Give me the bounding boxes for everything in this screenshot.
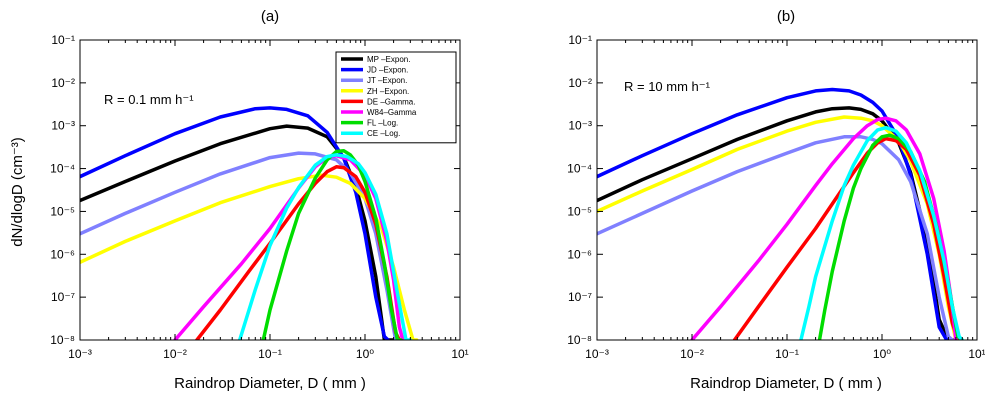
y-tick-label: 10⁻² [51, 76, 75, 90]
x-tick-label: 10⁻³ [68, 347, 92, 361]
x-tick-label: 10⁻¹ [258, 347, 282, 361]
panel-b-ticks: 10⁻³ 10⁻² 10⁻¹ 10⁰ 10¹ 10⁻⁸ 10⁻⁷ 10⁻⁶ 10⁻⁵ 10⁻⁴ 10… [567, 33, 985, 361]
x-tick-label: 10⁻³ [585, 347, 609, 361]
x-tick-label: 10¹ [451, 347, 468, 361]
x-tick-label: 10⁻² [680, 347, 704, 361]
panel-b-title: (b) [777, 8, 795, 25]
panel-a-legend: MP –Expon. JD –Expon.JT –Expon. ZH –Expon.… [335, 51, 457, 144]
panel-a-series-zh-expon [80, 173, 419, 340]
x-tick-label: 10⁻¹ [775, 347, 799, 361]
panel-a-ylabel: dN/dlogD (cm⁻³) [9, 137, 26, 247]
legend-label-mp-expon: MP –Expon. [367, 55, 410, 64]
panel-a-ticks: 10⁻³ 10⁻² 10⁻¹ 10⁰ 10¹ 10⁻⁸ 10⁻⁷ 10⁻⁶ 10⁻⁵ 10⁻⁴ 10… [50, 33, 469, 361]
y-tick-label: 10⁻⁸ [50, 333, 75, 347]
panel-a-title: (a) [261, 8, 279, 25]
y-tick-label: 10⁻² [568, 76, 592, 90]
panel-b-series-ce-log [799, 125, 965, 340]
panel-a-series-ce-log [237, 153, 413, 340]
y-tick-label: 10⁻¹ [51, 33, 75, 47]
panel-b-annotation: R = 10 mm h⁻¹ [624, 79, 711, 94]
x-tick-label: 10¹ [968, 347, 985, 361]
y-tick-label: 10⁻⁷ [51, 290, 75, 304]
panel-a: (a) dN/dlogD (cm⁻³) Raindrop Diameter, D… [9, 8, 469, 392]
panel-b-series-jt-expon [597, 135, 955, 340]
panel-a-xlabel: Raindrop Diameter, D ( mm ) [174, 375, 366, 392]
y-tick-label: 10⁻¹ [568, 33, 592, 47]
x-tick-label: 10⁰ [873, 347, 891, 361]
panel-b-series-de-gamma [732, 136, 960, 340]
legend-label-de-gamma: DE –Gamma. [367, 97, 415, 106]
panel-a-series-fl-log [261, 149, 403, 340]
panel-b-series-w84-gamma [690, 116, 958, 340]
legend-label-jd-expon: JD –Expon. [367, 66, 408, 75]
legend-label-ce-log: CE –Log. [367, 129, 400, 138]
x-tick-label: 10⁻² [163, 347, 187, 361]
y-tick-label: 10⁻⁵ [50, 204, 75, 218]
panel-a-annotation: R = 0.1 mm h⁻¹ [104, 92, 194, 107]
panel-b-curves [597, 87, 965, 340]
y-tick-label: 10⁻⁷ [568, 290, 592, 304]
panel-a-series-jd-expon [80, 106, 390, 340]
panel-b-xlabel: Raindrop Diameter, D ( mm ) [690, 375, 882, 392]
y-tick-label: 10⁻⁴ [567, 162, 592, 176]
y-tick-label: 10⁻⁵ [567, 204, 592, 218]
legend-label-zh-expon: ZH –Expon. [367, 87, 409, 96]
y-tick-label: 10⁻³ [51, 119, 75, 133]
y-tick-label: 10⁻⁴ [50, 162, 75, 176]
panel-b-series-jd-expon [597, 87, 952, 340]
panel-a-curves [80, 106, 419, 340]
y-tick-label: 10⁻⁸ [567, 333, 592, 347]
panel-b-series-mp-expon [597, 106, 955, 340]
x-tick-label: 10⁰ [356, 347, 374, 361]
legend-label-w84-gamma: W84–Gamma [367, 108, 417, 117]
y-tick-label: 10⁻⁶ [50, 247, 75, 261]
y-tick-label: 10⁻⁶ [567, 247, 592, 261]
y-tick-label: 10⁻³ [568, 119, 592, 133]
legend-label-jt-expon: JT –Expon. [367, 76, 407, 85]
legend-box [335, 51, 457, 144]
panel-a-series-mp-expon [80, 124, 396, 340]
panel-b: (b) Raindrop Diameter, D ( mm ) R = 10 m… [567, 8, 985, 392]
legend-label-fl-log: FL –Log. [367, 119, 398, 128]
